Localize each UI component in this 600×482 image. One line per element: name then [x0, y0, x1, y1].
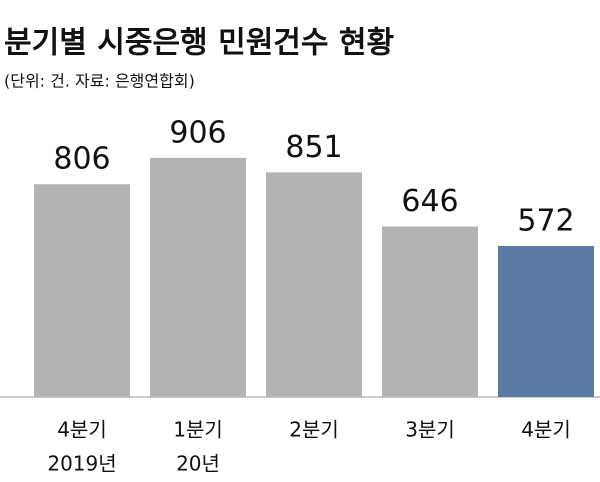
value-label: 906: [169, 115, 226, 150]
bar: [266, 172, 362, 397]
x-tick-label: 3분기: [405, 418, 455, 442]
bar: [150, 157, 246, 397]
value-label: 851: [285, 130, 342, 165]
bar: [34, 184, 130, 397]
x-tick-label: 2019년: [47, 452, 116, 476]
x-tick-label: 4분기: [521, 418, 571, 442]
value-label: 646: [401, 184, 458, 219]
x-tick-label: 1분기: [173, 418, 223, 442]
chart-title: 분기별 시중은행 민원건수 현황: [4, 26, 394, 61]
bar: [382, 226, 478, 397]
x-tick-label: 2분기: [289, 418, 339, 442]
bar: [498, 245, 594, 397]
value-label: 806: [53, 142, 110, 177]
value-label: 572: [517, 203, 574, 238]
chart-subtitle: (단위: 건. 자료: 은행연합회): [4, 72, 195, 91]
x-tick-label: 20년: [176, 452, 220, 476]
x-tick-label: 4분기: [57, 418, 107, 442]
